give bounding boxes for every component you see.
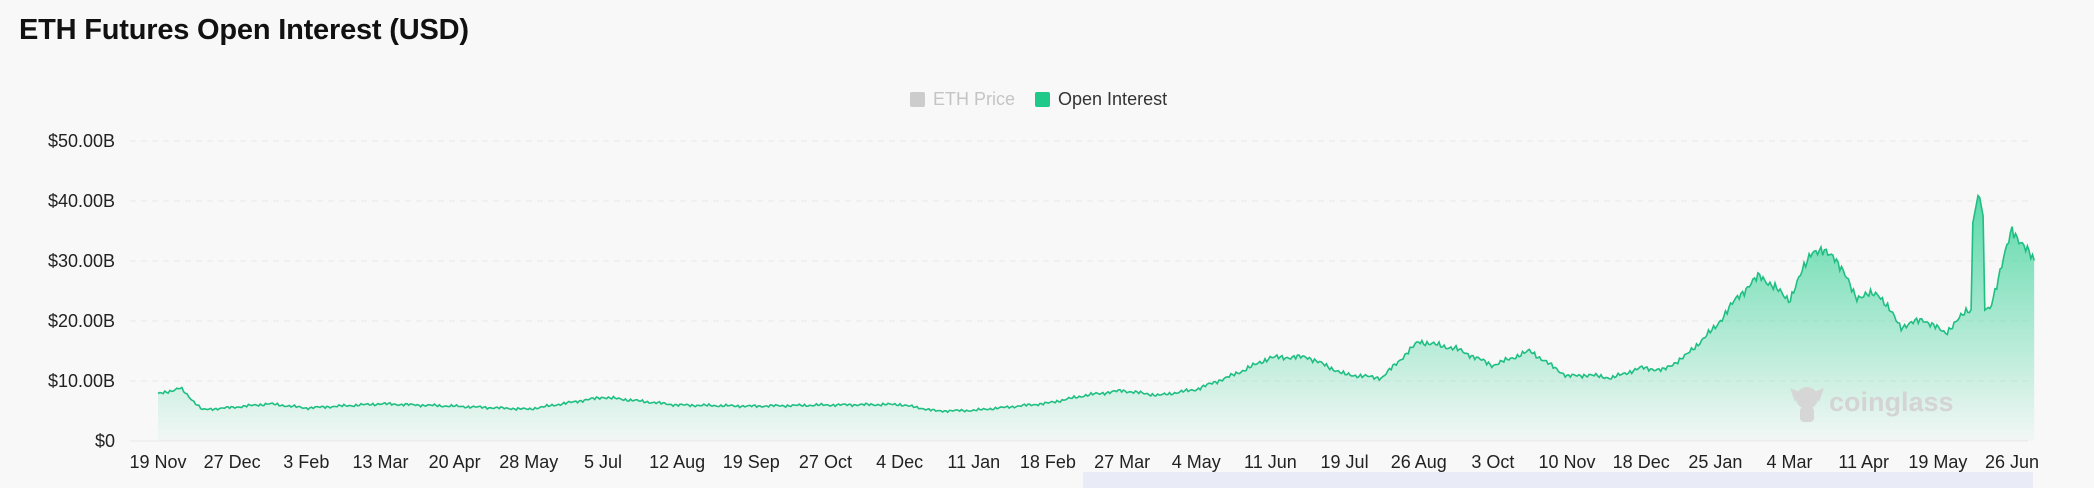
x-tick-label: 3 Feb <box>283 452 329 472</box>
legend-swatch-eth-price <box>910 92 925 107</box>
x-tick-label: 27 Oct <box>799 452 852 472</box>
legend-item-eth-price[interactable]: ETH Price <box>910 89 1015 110</box>
x-tick-label: 25 Jan <box>1688 452 1742 472</box>
y-axis: $0 $10.00B $20.00B $30.00B $40.00B $50.00B <box>48 131 115 451</box>
x-tick-label: 18 Feb <box>1020 452 1076 472</box>
chart-legend: ETH Price Open Interest <box>910 89 1167 110</box>
legend-item-open-interest[interactable]: Open Interest <box>1035 89 1167 110</box>
open-interest-area <box>158 195 2035 441</box>
x-tick-label: 26 Jun <box>1985 452 2039 472</box>
y-tick-label: $20.00B <box>48 311 115 331</box>
x-tick-label: 19 Sep <box>723 452 780 472</box>
x-tick-label: 13 Mar <box>352 452 408 472</box>
x-tick-label: 11 Jun <box>1244 452 1297 472</box>
x-tick-label: 5 Jul <box>584 452 622 472</box>
x-axis: 19 Nov 27 Dec 3 Feb 13 Mar 20 Apr 28 May 5 Jul… <box>129 452 2039 472</box>
coinglass-watermark: coinglass <box>1790 387 1954 422</box>
coinglass-logo-icon <box>1790 387 1824 422</box>
x-tick-label: 12 Aug <box>649 452 705 472</box>
x-tick-label: 4 Mar <box>1767 452 1813 472</box>
zoom-range-track[interactable] <box>1083 472 2033 488</box>
x-tick-label: 18 Dec <box>1613 452 1670 472</box>
x-tick-label: 27 Mar <box>1094 452 1150 472</box>
x-tick-label: 3 Oct <box>1471 452 1514 472</box>
x-tick-label: 19 Jul <box>1321 452 1369 472</box>
y-tick-label: $30.00B <box>48 251 115 271</box>
legend-label-eth-price: ETH Price <box>933 89 1016 109</box>
open-interest-line <box>157 193 2035 414</box>
y-tick-label: $40.00B <box>48 191 115 211</box>
legend-swatch-open-interest <box>1035 92 1051 107</box>
x-tick-label: 19 May <box>1908 452 1967 472</box>
x-tick-label: 20 Apr <box>429 452 481 472</box>
x-tick-label: 19 Nov <box>129 452 186 472</box>
x-tick-label: 11 Apr <box>1838 452 1889 472</box>
x-tick-label: 27 Dec <box>204 452 261 472</box>
watermark-text: coinglass <box>1829 387 1954 417</box>
x-tick-label: 28 May <box>499 452 558 472</box>
series-area <box>157 193 2035 441</box>
page-title: ETH Futures Open Interest (USD) <box>19 14 469 46</box>
legend-label-open-interest: Open Interest <box>1058 89 1168 109</box>
x-tick-label: 4 Dec <box>876 452 923 472</box>
x-tick-label: 10 Nov <box>1539 452 1596 472</box>
x-tick-label: 26 Aug <box>1391 452 1447 472</box>
y-tick-label: $50.00B <box>48 131 115 151</box>
y-tick-label: $10.00B <box>48 371 115 391</box>
x-tick-label: 4 May <box>1172 452 1221 472</box>
x-tick-label: 11 Jan <box>947 452 1000 472</box>
y-tick-label: $0 <box>95 431 115 451</box>
